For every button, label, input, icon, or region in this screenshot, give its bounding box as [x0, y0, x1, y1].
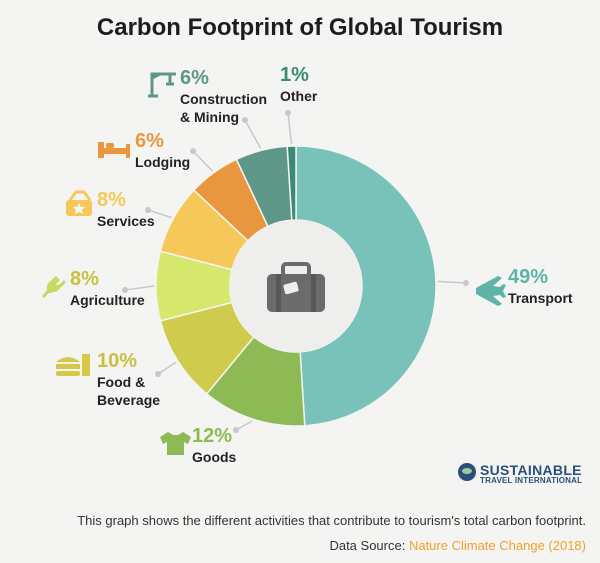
airplane-icon	[476, 276, 506, 306]
pct-label-agriculture: 8%	[70, 268, 99, 290]
pct-label-other: 1%	[280, 64, 309, 86]
leader-line-transport	[437, 280, 467, 284]
brand-logo: SUSTAINABLE TRAVEL INTERNATIONAL	[458, 462, 588, 486]
pct-label-transport: 49%	[508, 266, 548, 288]
leader-line-goods	[235, 420, 253, 431]
category-label-transport: Transport	[508, 290, 573, 306]
category-label-services: Services	[97, 213, 155, 229]
leader-dot-other	[285, 110, 291, 116]
slice-labels: 49% Transport 12% Goods 10% Food & Beverage 8% A…	[70, 64, 573, 465]
category-label-goods: Goods	[192, 449, 237, 465]
pct-label-services: 8%	[97, 189, 126, 211]
leader-line-food-beverage	[157, 361, 177, 375]
leader-dot-transport	[463, 280, 469, 286]
tshirt-icon	[160, 432, 191, 455]
crane-icon	[148, 72, 176, 98]
leader-lines	[122, 110, 469, 433]
chart-description: This graph shows the different activitie…	[77, 513, 586, 528]
globe-icon	[458, 463, 476, 481]
logo-main-text: SUSTAINABLE	[480, 462, 582, 478]
category-label-construction-mining-line2: & Mining	[180, 109, 239, 125]
category-label-food-beverage-line2: Beverage	[97, 392, 160, 408]
leader-line-construction-mining	[244, 119, 262, 149]
bed-icon	[98, 142, 104, 158]
category-label-construction-mining-line1: Construction	[180, 91, 267, 107]
leader-line-agriculture	[124, 285, 155, 291]
source-prefix: Data Source:	[329, 538, 409, 553]
leader-line-services	[147, 209, 172, 219]
leader-line-lodging	[192, 150, 214, 172]
data-source: Data Source: Nature Climate Change (2018…	[0, 538, 586, 553]
pct-label-lodging: 6%	[135, 130, 164, 152]
leader-dot-agriculture	[122, 287, 128, 293]
suitcase-icon	[267, 262, 325, 312]
category-label-agriculture: Agriculture	[70, 292, 145, 308]
pct-label-food-beverage: 10%	[97, 350, 137, 372]
leader-dot-services	[145, 207, 151, 213]
leader-dot-food-beverage	[155, 371, 161, 377]
pct-label-goods: 12%	[192, 425, 232, 447]
pct-label-construction-mining: 6%	[180, 67, 209, 89]
category-label-food-beverage-line1: Food &	[97, 374, 145, 390]
leader-line-other	[287, 112, 293, 145]
source-link[interactable]: Nature Climate Change (2018)	[408, 538, 586, 553]
chart-title: Carbon Footprint of Global Tourism	[96, 14, 504, 41]
category-label-other: Other	[280, 88, 318, 104]
category-label-lodging: Lodging	[135, 154, 190, 170]
leader-dot-lodging	[190, 148, 196, 154]
leader-dot-goods	[233, 427, 239, 433]
slice-icons	[42, 72, 506, 455]
leader-dot-construction-mining	[242, 117, 248, 123]
wheat-icon	[42, 276, 66, 298]
burger-drink-icon	[56, 357, 80, 362]
logo-sub-text: TRAVEL INTERNATIONAL	[480, 476, 583, 485]
